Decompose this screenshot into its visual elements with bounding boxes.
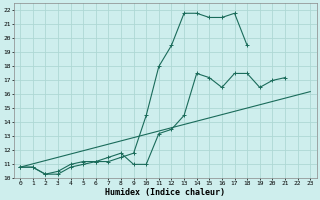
X-axis label: Humidex (Indice chaleur): Humidex (Indice chaleur) (105, 188, 225, 197)
